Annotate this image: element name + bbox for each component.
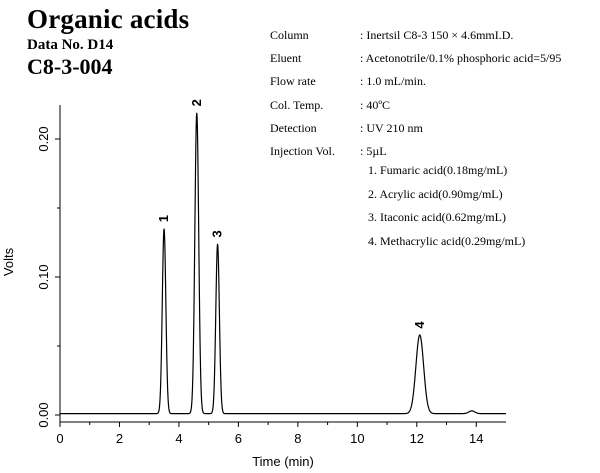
chromatogram-trace bbox=[60, 112, 506, 415]
condition-value: : Acetonotrile/0.1% phosphoric acid=5/95 bbox=[360, 51, 562, 66]
compound-item: 3. Itaconic acid(0.62mg/mL) bbox=[368, 210, 506, 224]
x-tick-label: 6 bbox=[235, 431, 242, 446]
x-tick-label: 12 bbox=[410, 431, 424, 446]
condition-label: Injection Vol. bbox=[270, 143, 335, 158]
condition-value: : 5µL bbox=[360, 143, 387, 158]
x-tick-label: 10 bbox=[350, 431, 364, 446]
peak-label: 4 bbox=[412, 321, 427, 329]
compound-list: 1. Fumaric acid(0.18mg/mL) 2. Acrylic ac… bbox=[368, 163, 525, 257]
condition-label: Detection bbox=[270, 120, 317, 135]
peak-label: 1 bbox=[156, 215, 171, 222]
condition-value: : 40ºC bbox=[360, 97, 391, 112]
page-title: Organic acids bbox=[27, 4, 190, 34]
y-axis-label: Volts bbox=[1, 247, 16, 276]
chart-axes bbox=[59, 105, 506, 423]
condition-label: Flow rate bbox=[270, 74, 316, 89]
peak-label: 2 bbox=[189, 99, 204, 106]
condition-value: : Inertsil C8-3 150 × 4.6mmI.D. bbox=[360, 28, 514, 42]
peak-label: 3 bbox=[210, 230, 225, 237]
method-code: C8-3-004 bbox=[27, 54, 113, 79]
condition-label: Eluent bbox=[270, 51, 302, 66]
y-tick-label: 0.10 bbox=[36, 264, 51, 289]
x-tick-label: 14 bbox=[469, 431, 483, 446]
x-tick-label: 2 bbox=[116, 431, 123, 446]
condition-value: : UV 210 nm bbox=[360, 120, 423, 135]
x-tick-label: 0 bbox=[56, 431, 63, 446]
condition-value: : 1.0 mL/min. bbox=[360, 74, 426, 89]
condition-label: Col. Temp. bbox=[270, 97, 324, 112]
condition-label: Column bbox=[270, 28, 309, 42]
data-number: Data No. D14 bbox=[27, 37, 114, 53]
y-ticks: 0.00 0.10 0.20 bbox=[36, 126, 60, 428]
x-tick-label: 8 bbox=[294, 431, 301, 446]
y-tick-label: 0.20 bbox=[36, 126, 51, 151]
y-tick-label: 0.00 bbox=[36, 402, 51, 427]
x-axis-label: Time (min) bbox=[252, 454, 314, 469]
x-ticks: 0 2 4 6 8 10 12 14 bbox=[56, 422, 484, 446]
peak-labels: 1 2 3 4 bbox=[156, 99, 427, 328]
compound-item: 4. Methacrylic acid(0.29mg/mL) bbox=[368, 233, 526, 248]
x-tick-label: 4 bbox=[175, 431, 182, 446]
compound-item: 1. Fumaric acid(0.18mg/mL) bbox=[368, 163, 508, 177]
compound-item: 2. Acrylic acid(0.90mg/mL) bbox=[368, 186, 503, 201]
